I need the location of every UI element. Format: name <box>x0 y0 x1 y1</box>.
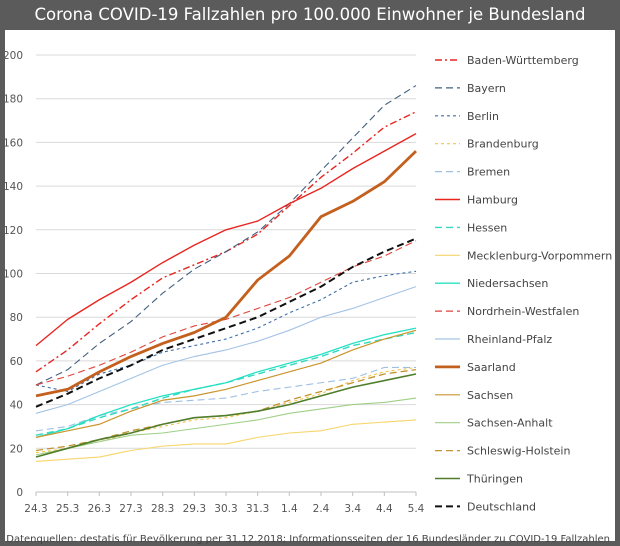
legend-label: Nordrhein-Westfalen <box>467 305 579 318</box>
legend-label: Sachsen-Anhalt <box>467 417 553 430</box>
series-line-bayern <box>35 85 417 386</box>
chart-title: Corona COVID-19 Fallzahlen pro 100.000 E… <box>34 5 586 24</box>
y-tick-label: 60 <box>10 356 23 368</box>
series-line-baden-württemberg <box>35 111 417 373</box>
x-tick-label: 4.4 <box>376 503 393 515</box>
series-line-hamburg <box>35 133 417 347</box>
line-chart: 0 20 40 60 80 100 120 140 160 180 200 24.3 25.3 26.3 2… <box>3 50 612 515</box>
legend-label: Mecklenburg-Vorpommern <box>467 249 612 262</box>
legend-label: Thüringen <box>466 473 523 486</box>
legend-label: Bayern <box>467 82 506 95</box>
x-tick-label: 3.4 <box>344 503 361 515</box>
y-tick-label: 80 <box>10 312 23 324</box>
x-tick-label: 2.4 <box>313 503 330 515</box>
source-note: Datenquellen: destatis für Bevölkerung p… <box>6 534 610 545</box>
legend-label: Hamburg <box>467 194 518 207</box>
y-tick-label: 40 <box>10 400 23 412</box>
legend-label: Brandenburg <box>467 138 539 151</box>
legend-label: Hessen <box>467 221 507 234</box>
x-tick-label: 29.3 <box>183 503 206 515</box>
y-tick-label: 200 <box>5 50 23 62</box>
legend-label: Schleswig-Holstein <box>467 445 570 458</box>
legend-label: Niedersachsen <box>467 277 548 290</box>
series-line-schleswig-holstein <box>35 368 417 452</box>
x-tick-label: 24.3 <box>24 503 47 515</box>
x-tick-label: 26.3 <box>88 503 111 515</box>
y-tick-label: 120 <box>5 225 23 237</box>
y-tick-label: 160 <box>5 137 23 149</box>
y-tick-label: 0 <box>16 487 23 499</box>
legend-label: Berlin <box>467 110 499 123</box>
legend-label: Rheinland-Pfalz <box>467 333 552 346</box>
y-tick-label: 20 <box>10 443 23 455</box>
chart-panel: 0 20 40 60 80 100 120 140 160 180 200 24.3 25.3 26.3 2… <box>3 30 615 541</box>
x-tick-label: 28.3 <box>151 503 174 515</box>
legend-label: Baden-Württemberg <box>467 54 579 67</box>
legend-label: Sachsen <box>467 389 513 402</box>
y-tick-label: 140 <box>5 181 23 193</box>
legend-label: Bremen <box>467 166 510 179</box>
legend-label: Deutschland <box>467 500 536 513</box>
series-line-sachsen-anhalt <box>35 397 417 456</box>
series-line-nordrhein-westfalen <box>35 240 417 386</box>
series-line-sachsen <box>35 329 417 438</box>
legend-label: Saarland <box>467 361 516 374</box>
y-tick-label: 100 <box>5 269 23 281</box>
x-tick-label: 31.3 <box>246 503 269 515</box>
x-tick-label: 30.3 <box>214 503 237 515</box>
y-tick-label: 180 <box>5 94 23 106</box>
x-tick-label: 27.3 <box>119 503 142 515</box>
series-line-berlin <box>35 270 417 393</box>
x-tick-label: 25.3 <box>56 503 79 515</box>
series-line-brandenburg <box>35 366 417 454</box>
x-tick-label: 1.4 <box>281 503 298 515</box>
x-tick-label: 5.4 <box>408 503 425 515</box>
